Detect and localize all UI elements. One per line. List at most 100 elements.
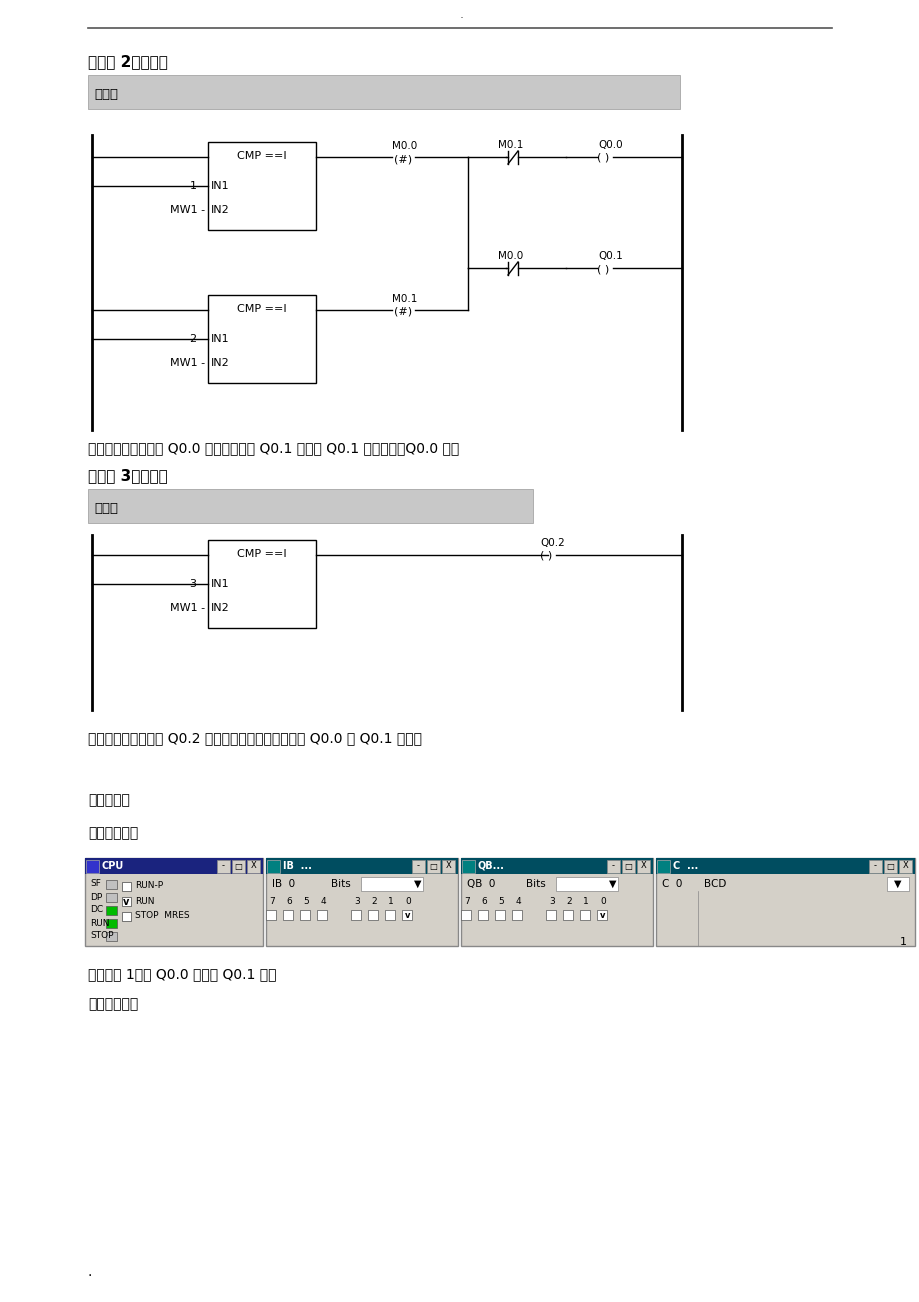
Text: □: □	[429, 862, 437, 871]
Text: 5: 5	[497, 897, 504, 905]
Text: X: X	[250, 862, 256, 871]
Bar	[88, 76, 679, 109]
Text: BCD: BCD	[703, 879, 726, 889]
Bar	[106, 932, 117, 941]
Text: 0: 0	[404, 897, 411, 905]
Bar	[300, 910, 310, 921]
Text: 程序段 2：标题：: 程序段 2：标题：	[88, 55, 167, 69]
Bar	[886, 878, 908, 891]
Bar	[85, 861, 99, 874]
Text: 4: 4	[515, 897, 520, 905]
Text: 7: 7	[269, 897, 275, 905]
Bar	[494, 910, 505, 921]
Text: CMP ==I: CMP ==I	[237, 549, 287, 559]
Bar	[402, 910, 412, 921]
Text: (#): (#)	[393, 307, 412, 316]
Bar	[868, 861, 881, 874]
Text: 2: 2	[370, 897, 377, 905]
Text: 利用互锁电路来实现 Q0.0 亮的时候，灯 Q0.1 灭；灯 Q0.1 亮的时候，Q0.0 灭；: 利用互锁电路来实现 Q0.0 亮的时候，灯 Q0.1 灭；灯 Q0.1 亮的时候…	[88, 441, 459, 454]
Bar	[360, 878, 423, 891]
Text: □: □	[886, 862, 893, 871]
Bar	[122, 897, 130, 906]
Bar	[636, 861, 650, 874]
Text: IB  ...: IB ...	[283, 861, 312, 871]
Bar	[555, 878, 618, 891]
Text: 2: 2	[565, 897, 572, 905]
Bar	[208, 296, 315, 383]
Text: STOP  MRES: STOP MRES	[135, 911, 189, 921]
Text: C  0: C 0	[662, 879, 682, 889]
Bar	[898, 861, 911, 874]
Bar	[266, 858, 458, 947]
Text: 3 -: 3 -	[190, 579, 205, 589]
Bar	[562, 910, 573, 921]
Bar	[545, 910, 555, 921]
Bar	[460, 858, 652, 947]
Bar	[106, 919, 117, 928]
Bar	[106, 906, 117, 915]
Text: IN1: IN1	[210, 579, 230, 589]
Bar	[883, 861, 896, 874]
Bar	[317, 910, 326, 921]
Text: X: X	[445, 862, 451, 871]
Text: STOP: STOP	[90, 931, 113, 940]
Text: 1: 1	[583, 897, 588, 905]
Text: ▼: ▼	[608, 879, 616, 889]
Text: MW1 -: MW1 -	[170, 204, 205, 215]
Text: -: -	[873, 862, 876, 871]
Bar	[460, 910, 471, 921]
Bar	[655, 858, 914, 874]
Bar	[106, 880, 117, 889]
Text: DP: DP	[90, 892, 102, 901]
Text: C  ...: C ...	[673, 861, 698, 871]
Text: MW1 -: MW1 -	[170, 358, 205, 368]
Text: 程序段 3：标题：: 程序段 3：标题：	[88, 469, 167, 483]
Text: MW1 -: MW1 -	[170, 603, 205, 613]
Bar	[232, 861, 244, 874]
Bar	[426, 861, 439, 874]
Text: M0.1: M0.1	[391, 294, 417, 303]
Text: -: -	[221, 862, 225, 871]
Text: 注释：: 注释：	[94, 89, 118, 102]
Text: ( ): ( )	[539, 551, 551, 561]
Text: 第二次按下：: 第二次按下：	[88, 997, 138, 1010]
Text: 0: 0	[599, 897, 606, 905]
Bar	[412, 861, 425, 874]
Text: 计数器为 1，灯 Q0.0 亮；灯 Q0.1 灭；: 计数器为 1，灯 Q0.0 亮；灯 Q0.1 灭；	[88, 967, 277, 980]
Text: 1: 1	[388, 897, 393, 905]
Bar	[266, 910, 276, 921]
Text: v: v	[123, 897, 130, 907]
Text: 4: 4	[320, 897, 325, 905]
Bar	[441, 861, 455, 874]
Text: IB  0: IB 0	[272, 879, 295, 889]
Bar	[267, 861, 279, 874]
Text: Q0.2: Q0.2	[539, 538, 564, 548]
Bar	[88, 490, 532, 523]
Text: -: -	[611, 862, 614, 871]
Text: CMP ==I: CMP ==I	[237, 303, 287, 314]
Text: X: X	[640, 862, 646, 871]
Bar	[208, 540, 315, 628]
Text: CPU: CPU	[102, 861, 124, 871]
Text: ( ): ( )	[596, 154, 608, 163]
Bar	[656, 861, 669, 874]
Text: M0.1: M0.1	[497, 141, 523, 150]
Bar	[596, 910, 607, 921]
Text: 第一次按下：: 第一次按下：	[88, 825, 138, 840]
Text: RUN: RUN	[135, 897, 154, 905]
Text: □: □	[234, 862, 243, 871]
Text: QB...: QB...	[478, 861, 505, 871]
Text: IN2: IN2	[210, 358, 230, 368]
Text: M0.0: M0.0	[391, 141, 417, 151]
Text: QB  0: QB 0	[467, 879, 494, 889]
Text: Q0.0: Q0.0	[597, 141, 622, 150]
Bar	[122, 881, 130, 891]
Bar	[351, 910, 360, 921]
Bar	[478, 910, 487, 921]
Text: RUN-P: RUN-P	[135, 881, 163, 891]
Bar	[217, 861, 230, 874]
Text: X: X	[902, 862, 907, 871]
Text: 3: 3	[354, 897, 359, 905]
Text: v: v	[404, 910, 410, 919]
Bar	[607, 861, 619, 874]
